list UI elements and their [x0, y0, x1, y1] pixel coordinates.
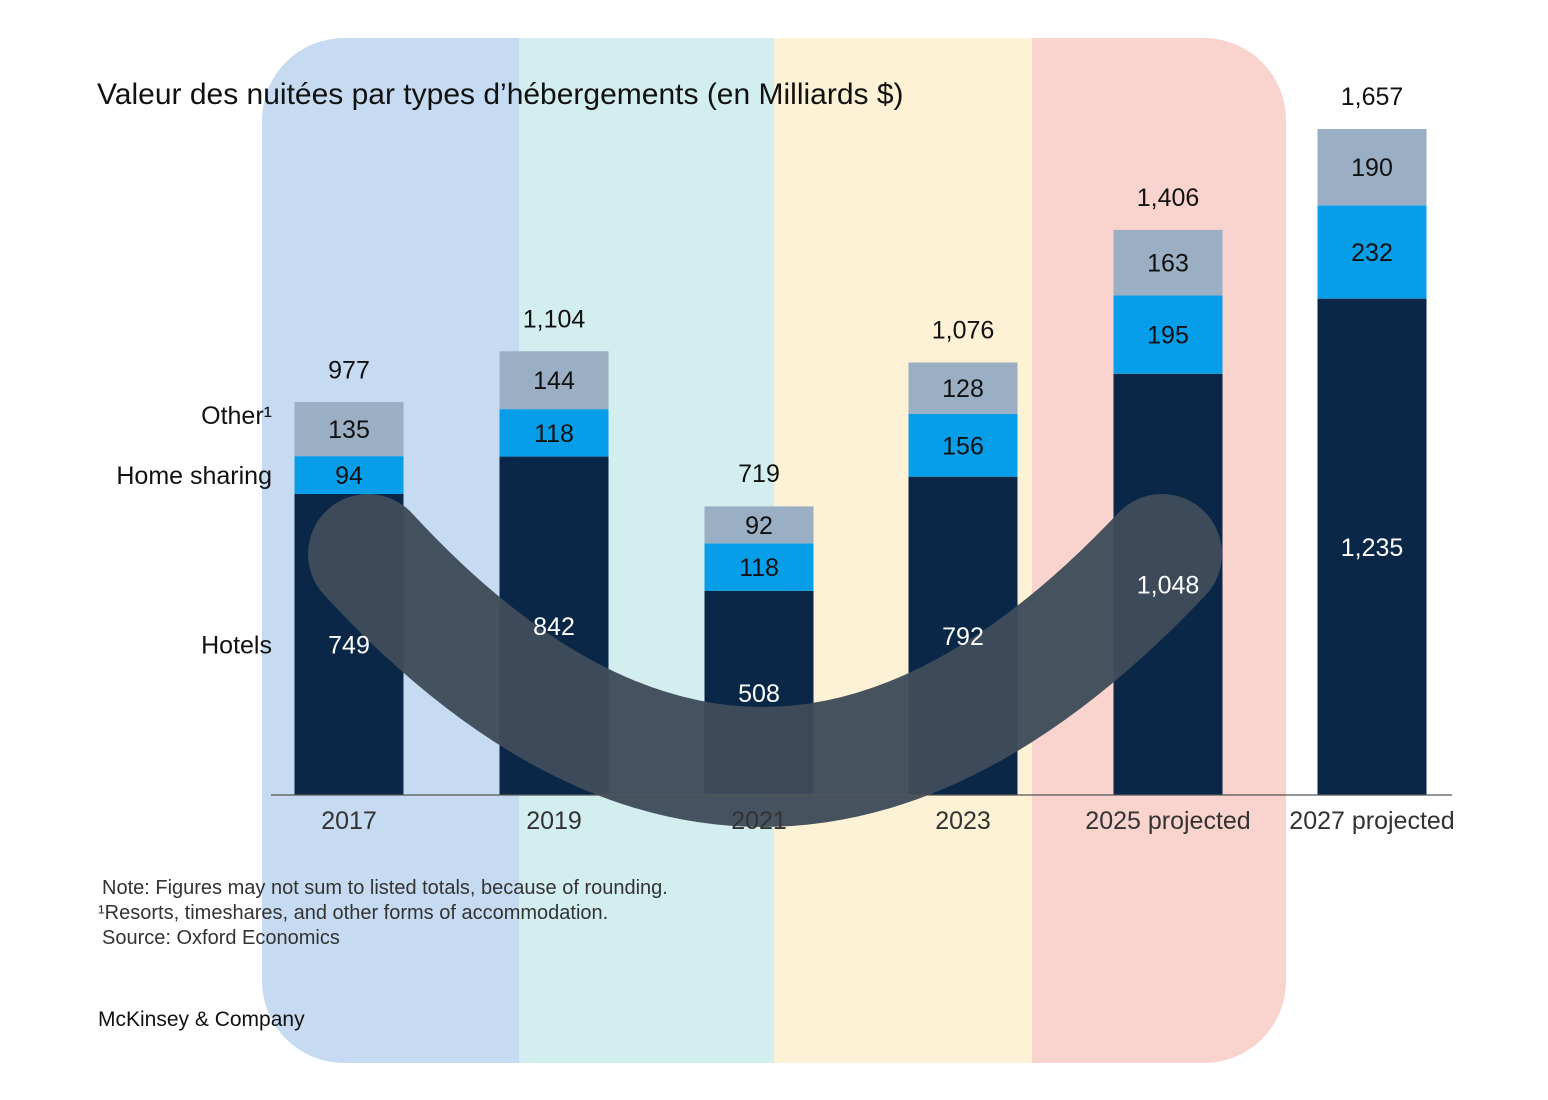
- brand-logo-text: McKinsey & Company: [98, 1008, 305, 1031]
- value-label-other: 135: [328, 416, 370, 444]
- bar-segment-other: [1113, 229, 1223, 296]
- value-label-hotels: 508: [738, 680, 780, 708]
- bar-segment-home-sharing: [908, 413, 1018, 477]
- value-label-other: 144: [533, 367, 575, 395]
- bar-segment-hotels: [1317, 298, 1427, 795]
- series-label-home-sharing: Home sharing: [116, 462, 272, 490]
- source-note: Source: Oxford Economics: [102, 927, 340, 949]
- value-label-hotels: 1,048: [1137, 571, 1200, 599]
- bar-segment-home-sharing: [1113, 295, 1223, 374]
- chart-title: Valeur des nuitées par types d’hébergeme…: [97, 78, 904, 111]
- value-label-hotels: 749: [328, 631, 370, 659]
- series-label-other: Other¹: [201, 402, 272, 430]
- bar-segment-other: [1317, 129, 1427, 206]
- bar-segment-other: [908, 362, 1018, 414]
- smile-curve-decoration: [308, 494, 1222, 827]
- footnote-other: ¹Resorts, timeshares, and other forms of…: [98, 902, 609, 924]
- x-tick-label: 2027 projected: [1289, 807, 1454, 835]
- total-label: 1,104: [523, 305, 586, 333]
- value-label-other: 92: [745, 512, 773, 540]
- value-label-home-sharing: 156: [942, 432, 984, 460]
- x-tick-label: 2019: [526, 807, 582, 835]
- x-tick-label: 2017: [321, 807, 377, 835]
- value-label-other: 190: [1351, 154, 1393, 182]
- total-label: 1,406: [1137, 184, 1200, 212]
- value-label-home-sharing: 118: [739, 554, 779, 582]
- total-label: 719: [738, 460, 780, 488]
- bar-segment-home-sharing: [704, 543, 814, 591]
- labels-layer: 749 94 135 977 842 118 144 1,104 508 118 92 719 792 1…: [116, 83, 1403, 708]
- value-label-hotels: 792: [942, 623, 984, 651]
- x-tick-label: 2021: [731, 807, 787, 835]
- bar-segment-other: [294, 401, 404, 457]
- bar-segment-other: [704, 506, 814, 544]
- total-label: 977: [328, 356, 370, 384]
- value-label-home-sharing: 118: [534, 420, 574, 448]
- bar-segment-home-sharing: [1317, 205, 1427, 299]
- bar-segment-home-sharing: [499, 409, 609, 457]
- value-label-other: 128: [942, 375, 984, 403]
- value-label-home-sharing: 232: [1351, 239, 1393, 267]
- x-tick-label: 2025 projected: [1085, 807, 1250, 835]
- rounding-note: Note: Figures may not sum to listed tota…: [102, 877, 668, 899]
- total-label: 1,076: [932, 317, 995, 345]
- total-label: 1,657: [1341, 83, 1404, 111]
- bar-segment-other: [499, 351, 609, 410]
- value-label-other: 163: [1147, 250, 1189, 278]
- value-label-hotels: 842: [533, 613, 575, 641]
- notes-block: Note: Figures may not sum to listed tota…: [98, 876, 668, 951]
- value-label-hotels: 1,235: [1341, 534, 1404, 562]
- x-tick-label: 2023: [935, 807, 991, 835]
- series-label-hotels: Hotels: [201, 631, 272, 659]
- value-label-home-sharing: 94: [335, 462, 363, 490]
- axis-layer: 2017 2019 2021 2023 2025 projected 2027 proje…: [321, 807, 1455, 835]
- bar-segment-home-sharing: [294, 456, 404, 494]
- value-label-home-sharing: 195: [1147, 322, 1189, 350]
